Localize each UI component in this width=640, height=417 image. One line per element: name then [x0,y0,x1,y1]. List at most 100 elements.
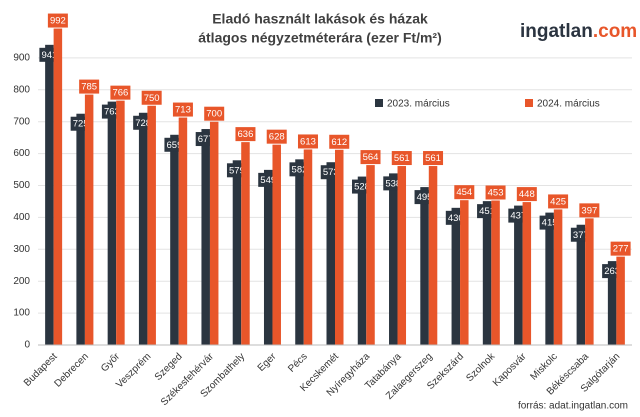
bar [545,212,554,345]
bar [138,112,148,345]
value-label-box [266,129,287,144]
bar [616,256,625,345]
bar [107,101,117,345]
bar [451,207,461,345]
y-tick-label: 300 [13,244,30,255]
value-label: 448 [519,189,535,200]
legend-label: 2023. március [387,99,450,110]
bar [178,117,188,345]
value-label: 573 [323,167,339,178]
y-tick-label: 400 [13,212,30,223]
value-label: 628 [269,132,285,143]
value-label-box [204,106,225,121]
value-label-box [141,90,162,105]
bar [84,94,94,346]
bar [76,113,85,345]
legend-swatch [375,99,383,107]
bar [326,162,335,345]
x-tick-label: Kaposvár [491,351,529,389]
value-label: 538 [385,178,401,189]
value-label: 613 [300,136,316,147]
value-label: 430 [448,213,464,224]
x-tick-label: Miskolc [528,351,559,382]
value-label-box [235,127,256,142]
logo-suffix: .com [593,21,637,42]
source: forrás: adat.ingatlan.com [518,401,628,412]
value-label-box [485,185,506,200]
value-label-box [172,102,193,117]
value-label: 677 [198,134,214,145]
value-label: 528 [354,182,370,193]
value-label: 766 [112,88,128,99]
y-tick-label: 0 [24,340,30,351]
value-label: 561 [425,153,441,164]
value-label: 992 [50,16,66,27]
value-label: 415 [542,218,558,229]
value-label: 549 [260,175,276,186]
value-label-box [548,194,569,209]
value-label: 377 [573,230,589,241]
bar [295,159,304,345]
value-label-box [516,187,537,202]
bar [460,200,469,345]
value-label: 612 [331,137,347,148]
value-label: 495 [417,192,433,203]
value-label: 425 [550,196,566,207]
bar [209,121,219,345]
bar [482,201,492,345]
bar [170,134,179,345]
value-label-box [360,150,381,165]
bar [116,100,125,345]
bar [585,218,594,345]
value-label-box [391,151,412,166]
logo: ingatlan.com [520,21,637,42]
value-label: 941 [41,50,57,61]
bar [201,129,210,345]
value-label-box [297,134,318,149]
value-label: 750 [144,93,160,104]
chart-title: Eladó használt lakások és házak [212,11,428,27]
value-label: 564 [363,152,379,163]
value-label: 725 [73,119,89,130]
value-label: 263 [604,266,620,277]
value-label: 636 [238,129,254,140]
bar [357,176,367,345]
y-tick-label: 200 [13,276,30,287]
bar [397,166,407,345]
value-label-box [454,185,475,200]
value-label: 785 [81,82,97,93]
bar [272,144,281,345]
bar [241,142,250,345]
bar [514,205,523,345]
x-tick-label: Eger [256,351,279,374]
bar [522,202,532,345]
bar [553,209,563,345]
value-label-box [47,13,68,28]
chart-title: átlagos négyzetméterára (ezer Ft/m²) [198,30,442,46]
bar [45,44,54,346]
value-label-box [79,79,100,94]
bar [389,173,398,345]
value-label-box [110,85,131,100]
value-label-box [329,134,350,149]
y-tick-label: 500 [13,180,30,191]
value-label: 659 [167,140,183,151]
value-label: 582 [292,164,308,175]
bar [491,200,500,345]
x-tick-label: Debrecen [52,351,90,389]
value-label: 453 [488,188,504,199]
bar [428,166,438,345]
value-label: 437 [510,211,526,222]
value-label: 728 [135,118,151,129]
value-label: 454 [456,187,472,198]
value-label: 579 [229,165,245,176]
value-label: 700 [206,109,222,120]
value-label: 451 [479,206,495,217]
bar [53,28,63,345]
bar [147,105,156,345]
bar [335,149,344,345]
y-tick-label: 900 [13,53,30,64]
bar [576,224,586,345]
bar [263,169,273,345]
